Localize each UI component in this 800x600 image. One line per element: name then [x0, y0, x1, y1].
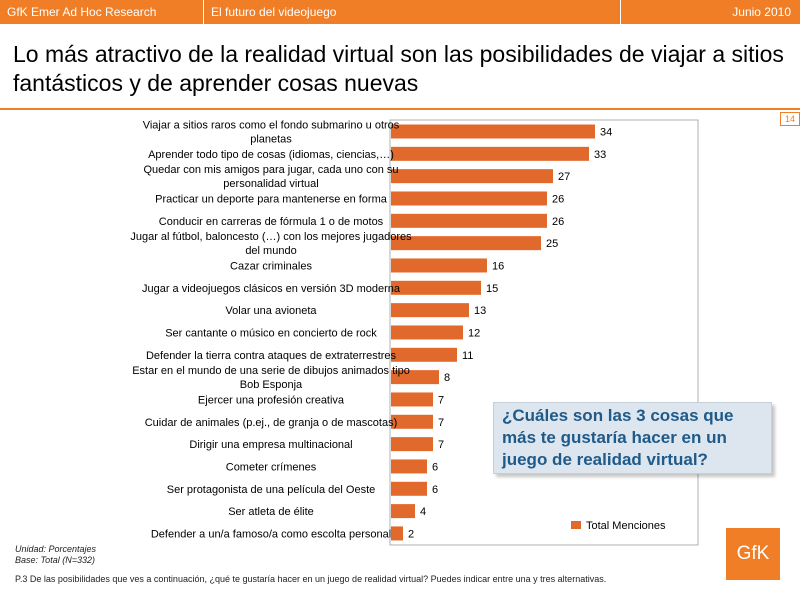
bar — [391, 437, 433, 452]
category-label: Estar en el mundo de una serie de dibujo… — [132, 365, 410, 377]
unit-note-base: Base: Total (N=332) — [15, 555, 95, 565]
category-label: planetas — [250, 134, 292, 146]
data-label: 26 — [552, 216, 564, 228]
unit-note: Unidad: Porcentajes Base: Total (N=332) — [15, 544, 96, 566]
bar — [391, 146, 589, 161]
category-label: Jugar a videojuegos clásicos en versión … — [142, 283, 401, 295]
bar — [391, 504, 415, 519]
category-label: Aprender todo tipo de cosas (idiomas, ci… — [148, 149, 394, 161]
gfk-logo: GfK — [726, 528, 780, 580]
data-label: 16 — [492, 260, 504, 272]
data-label: 4 — [420, 506, 426, 518]
header-date: Junio 2010 — [620, 0, 800, 24]
category-label: Cometer crímenes — [226, 461, 317, 473]
bar — [391, 414, 433, 429]
plot-area — [389, 119, 699, 546]
category-label: del mundo — [245, 245, 296, 257]
category-label: Ejercer una profesión creativa — [198, 394, 345, 406]
bar — [391, 280, 481, 295]
bar — [391, 191, 547, 206]
bar — [391, 526, 403, 541]
category-label: Defender la tierra contra ataques de ext… — [146, 350, 397, 362]
header-bar: GfK Emer Ad Hoc Research El futuro del v… — [0, 0, 800, 24]
question-callout: ¿Cuáles son las 3 cosas que más te gusta… — [493, 402, 772, 474]
bar — [391, 258, 487, 273]
data-label: 25 — [546, 238, 558, 250]
bar — [391, 370, 439, 385]
bar — [391, 392, 433, 407]
bar — [391, 124, 595, 139]
bar — [391, 213, 547, 228]
bar — [391, 169, 553, 184]
category-label: Defender a un/a famoso/a como escolta pe… — [151, 528, 391, 540]
legend-label: Total Menciones — [586, 520, 666, 532]
data-label: 15 — [486, 283, 498, 295]
category-label: Practicar un deporte para mantenerse en … — [155, 193, 388, 205]
category-label: Viajar a sitios raros como el fondo subm… — [143, 120, 400, 132]
bar — [391, 236, 541, 251]
bar — [391, 303, 469, 318]
bar-chart: 34 Viajar a sitios raros como el fondo su… — [130, 119, 699, 546]
bar — [391, 459, 427, 474]
category-label: Ser atleta de élite — [228, 506, 314, 518]
data-label: 33 — [594, 149, 606, 161]
bar — [391, 347, 457, 362]
question-footnote: P.3 De las posibilidades que ves a conti… — [15, 574, 607, 584]
category-label: Cazar criminales — [230, 260, 312, 272]
category-label: Dirigir una empresa multinacional — [189, 439, 352, 451]
category-label: Conducir en carreras de fórmula 1 o de m… — [159, 216, 384, 228]
data-label: 27 — [558, 171, 570, 183]
data-label: 13 — [474, 305, 486, 317]
data-label: 7 — [438, 394, 444, 406]
data-label: 34 — [600, 127, 612, 139]
legend-swatch — [571, 521, 581, 529]
category-label: personalidad virtual — [223, 178, 318, 190]
data-label: 6 — [432, 484, 438, 496]
title-divider — [0, 108, 800, 110]
data-label: 7 — [438, 439, 444, 451]
header-study-title: El futuro del videojuego — [203, 0, 619, 24]
data-label: 6 — [432, 461, 438, 473]
category-label: Jugar al fútbol, baloncesto (…) con los … — [130, 231, 412, 243]
bar — [391, 481, 427, 496]
category-label: Bob Esponja — [240, 379, 303, 391]
category-label: Ser cantante o músico en concierto de ro… — [165, 327, 377, 339]
header-company: GfK Emer Ad Hoc Research — [7, 5, 157, 19]
unit-note-units: Unidad: Porcentajes — [15, 544, 97, 554]
category-label: Cuidar de animales (p.ej., de granja o d… — [145, 417, 398, 429]
data-label: 8 — [444, 372, 450, 384]
data-label: 26 — [552, 193, 564, 205]
data-label: 11 — [462, 350, 473, 362]
category-label: Quedar con mis amigos para jugar, cada u… — [144, 164, 399, 176]
category-label: Volar una avioneta — [225, 305, 317, 317]
bar — [391, 325, 463, 340]
data-label: 7 — [438, 417, 444, 429]
data-label: 2 — [408, 528, 414, 540]
category-label: Ser protagonista de una película del Oes… — [167, 484, 376, 496]
data-label: 12 — [468, 327, 480, 339]
slide-title: Lo más atractivo de la realidad virtual … — [13, 41, 784, 96]
